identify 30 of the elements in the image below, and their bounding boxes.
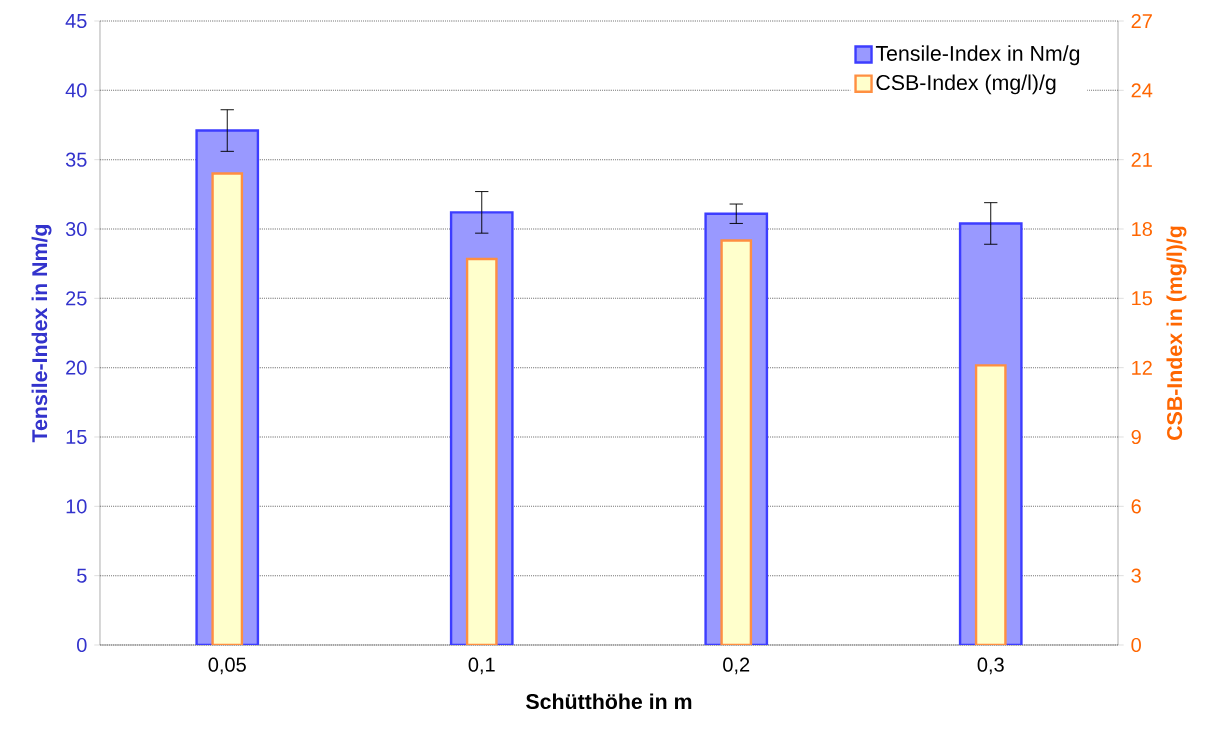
x-tick-label: 0,2: [723, 657, 750, 675]
y2-tick-label: 9: [1131, 429, 1141, 445]
bar: [974, 364, 1007, 645]
y-tick-label: 25: [66, 291, 87, 306]
y2-tick-label: 27: [1131, 14, 1152, 28]
legend-label: Tensile-Index in Nm/g: [875, 45, 1080, 66]
y-tick-label: 10: [66, 499, 87, 514]
y2-tick-label: 6: [1131, 499, 1141, 514]
y-tick-label: 5: [77, 568, 87, 583]
y-tick-label: 45: [65, 14, 87, 28]
legend-label: CSB-Index (mg/l)/g: [876, 74, 1056, 95]
y2-tick-label: 24: [1131, 83, 1153, 98]
y2-tick-label: 18: [1132, 221, 1152, 237]
y-tick-label: 30: [65, 221, 87, 237]
y2-axis-title: CSB-Index in (mg/l)/g: [1166, 226, 1187, 440]
y-tick-label: 40: [65, 83, 87, 98]
x-tick-label: 0,1: [468, 657, 495, 675]
y2-tick-label: 0: [1131, 637, 1141, 653]
y-tick-label: 0: [77, 637, 87, 653]
y2-tick-label: 21: [1131, 152, 1152, 167]
y-tick-label: 15: [66, 430, 87, 444]
y-axis-title: Tensile-Index in Nm/g: [31, 224, 52, 443]
y-tick-label: 35: [65, 152, 87, 167]
y2-tick-label: 3: [1131, 568, 1141, 583]
y2-tick-label: 15: [1132, 291, 1153, 306]
y-tick-label: 20: [66, 360, 87, 375]
y2-tick-label: 12: [1132, 360, 1152, 375]
x-tick-label: 0,05: [208, 657, 246, 675]
x-axis-title: Schütthöhe in m: [526, 693, 692, 710]
x-tick-label: 0,3: [977, 657, 1004, 675]
